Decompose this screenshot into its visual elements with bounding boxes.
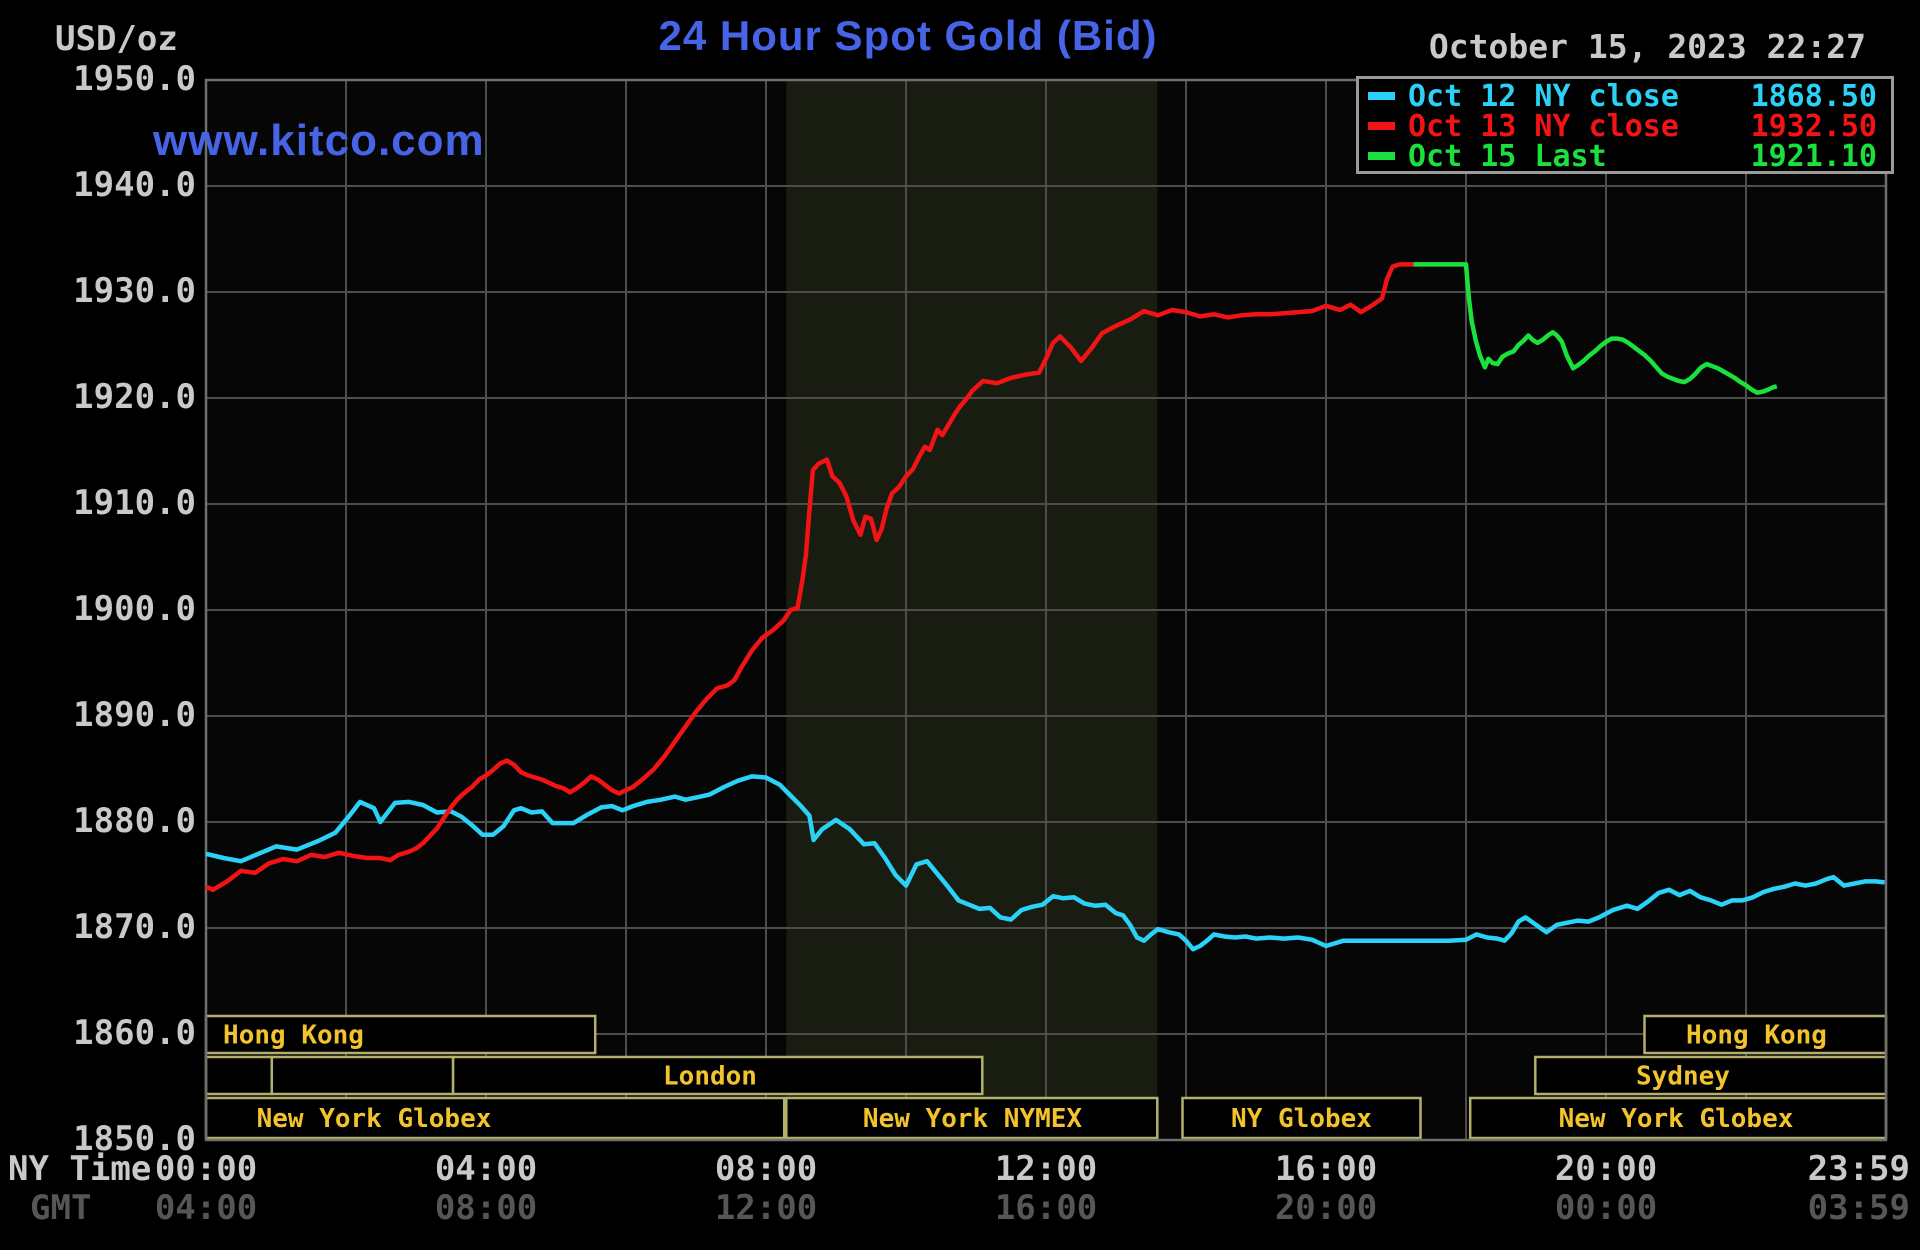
series-line-oct15 (1413, 262, 1778, 395)
x-tick-label-gmt: 04:00 (154, 1188, 258, 1228)
legend-label: Oct 12 NY close (1408, 78, 1679, 114)
y-tick-label: 1910.0 (73, 483, 196, 524)
y-tick-label: 1850.0 (73, 1119, 196, 1160)
legend-swatch-oct13-icon (1368, 122, 1395, 130)
session-bar (204, 1055, 274, 1096)
legend-value: 1932.50 (1750, 108, 1877, 144)
ny-time-axis-label: NY Time (8, 1149, 152, 1189)
page-title: 24 Hour Spot Gold (Bid) (658, 12, 1158, 59)
session-bar (785, 1096, 1159, 1140)
plot-border (204, 78, 1888, 1142)
y-axis-unit-label: USD/oz (55, 19, 178, 59)
session-bar-label: New York Globex (1559, 1104, 1794, 1134)
y-tick-label: 1860.0 (73, 1013, 196, 1054)
series-line-oct12 (205, 774, 1885, 952)
series-line-oct13 (205, 262, 1414, 893)
session-bar-label: Hong Kong (223, 1021, 364, 1051)
session-bar-label: London (663, 1062, 757, 1092)
timestamp: October 15, 2023 22:27 (1428, 27, 1866, 66)
x-tick-label-gmt: 08:00 (434, 1188, 538, 1228)
x-tick-label-gmt: 12:00 (714, 1188, 818, 1228)
legend: Oct 12 NY close 1868.50 Oct 13 NY close … (1356, 76, 1894, 174)
legend-label: Oct 13 NY close (1408, 108, 1679, 144)
y-tick-label: 1870.0 (73, 907, 196, 948)
legend-value: 1921.10 (1750, 138, 1877, 174)
legend-swatch-oct12-icon (1368, 92, 1395, 100)
gmt-axis-label: GMT (30, 1188, 92, 1228)
legend-row-oct13: Oct 13 NY close 1932.50 (1359, 108, 1891, 144)
y-tick-label: 1880.0 (73, 801, 196, 842)
legend-value: 1868.50 (1750, 78, 1877, 114)
session-bar (1181, 1096, 1422, 1140)
x-tick-label-gmt: 03:59 (1807, 1188, 1910, 1228)
x-tick-label-gmt: 16:00 (994, 1188, 1098, 1228)
session-bar-label: Sydney (1636, 1062, 1730, 1092)
y-tick-label: 1890.0 (73, 695, 196, 736)
x-tick-label-ny: 00:00 (154, 1149, 258, 1189)
x-tick-label-gmt: 20:00 (1274, 1188, 1378, 1228)
x-tick-label-ny: 20:00 (1554, 1149, 1658, 1189)
x-tick-label-ny: 16:00 (1274, 1149, 1378, 1189)
session-bar (451, 1055, 984, 1096)
legend-row-oct12: Oct 12 NY close 1868.50 (1359, 78, 1891, 114)
session-bar (1643, 1014, 1888, 1055)
session-bar-label: New York NYMEX (863, 1104, 1082, 1134)
x-tick-label-ny: 12:00 (994, 1149, 1098, 1189)
x-tick-label-ny: 04:00 (434, 1149, 538, 1189)
y-tick-label: 1920.0 (73, 377, 196, 418)
session-bar (270, 1055, 455, 1096)
y-tick-label: 1940.0 (73, 165, 196, 206)
x-tick-label-ny: 08:00 (714, 1149, 818, 1189)
legend-swatch-oct15-icon (1368, 152, 1395, 160)
legend-row-oct15: Oct 15 Last 1921.10 (1359, 138, 1891, 174)
kitco-watermark: www.kitco.com (153, 116, 485, 165)
y-tick-label: 1930.0 (73, 271, 196, 312)
y-tick-label: 1900.0 (73, 589, 196, 630)
x-tick-label-gmt: 00:00 (1554, 1188, 1658, 1228)
y-tick-label: 1950.0 (73, 59, 196, 100)
session-bar-label: NY Globex (1231, 1104, 1372, 1134)
session-bar (204, 1014, 597, 1055)
session-bar-label: New York Globex (257, 1104, 492, 1134)
session-bar-label: Hong Kong (1686, 1021, 1827, 1051)
x-tick-label-ny: 23:59 (1807, 1149, 1910, 1189)
legend-label: Oct 15 Last (1408, 138, 1607, 174)
